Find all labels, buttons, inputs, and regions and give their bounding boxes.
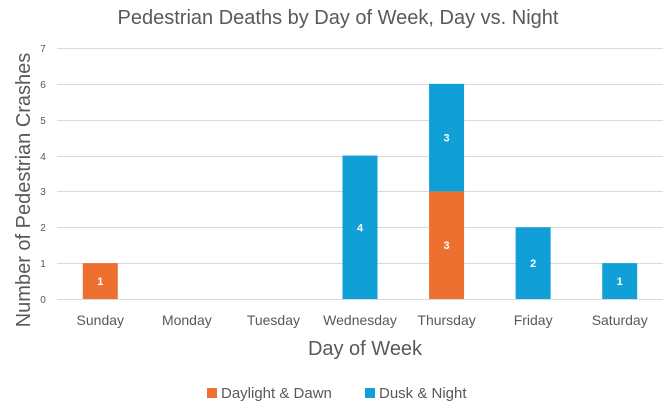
bar-saturday-dusk-night	[602, 263, 638, 299]
data-label-wednesday-1: 4	[357, 222, 364, 234]
legend-swatch	[207, 388, 217, 398]
data-labels: 1 4 3 3 2 1	[97, 133, 623, 288]
bar-sunday-daylight-dawn	[82, 263, 118, 299]
bars	[82, 83, 638, 299]
x-tick-monday: Monday	[162, 312, 212, 328]
y-tick-0: 0	[40, 295, 46, 306]
y-axis-title: Number of Pedestrian Crashes	[13, 53, 35, 328]
x-tick-friday: Friday	[514, 312, 553, 328]
legend-swatch	[365, 388, 375, 398]
y-tick-labels: 0 1 2 3 4 5 6 7	[40, 44, 46, 306]
bar-friday-dusk-night	[515, 227, 551, 299]
legend-item-daylight-dawn: Daylight & Dawn	[207, 385, 332, 402]
x-tick-saturday: Saturday	[592, 312, 648, 328]
data-label-saturday-1: 1	[617, 276, 623, 288]
data-label-thursday-1: 3	[444, 133, 450, 145]
data-label-friday-1: 2	[530, 258, 536, 270]
y-tick-5: 5	[40, 116, 46, 127]
x-tick-sunday: Sunday	[77, 312, 124, 328]
x-tick-thursday: Thursday	[417, 312, 475, 328]
x-tick-labels: Sunday Monday Tuesday Wednesday Thursday Frid…	[77, 312, 648, 328]
x-axis-title: Day of Week	[308, 338, 423, 360]
y-tick-7: 7	[40, 44, 46, 55]
bar-thursday-dusk-night	[429, 83, 465, 192]
legend-label: Dusk & Night	[379, 385, 467, 402]
y-tick-3: 3	[40, 187, 46, 198]
data-label-thursday-0: 3	[444, 240, 450, 252]
data-label-sunday-0: 1	[97, 276, 103, 288]
y-tick-2: 2	[40, 223, 46, 234]
x-tick-wednesday: Wednesday	[323, 312, 397, 328]
y-tick-6: 6	[40, 80, 46, 91]
legend: Daylight & Dawn Dusk & Night	[207, 385, 467, 402]
bar-thursday-daylight-dawn	[429, 191, 465, 299]
bar-wednesday-dusk-night	[342, 155, 378, 299]
y-tick-1: 1	[40, 259, 46, 270]
y-tick-4: 4	[40, 152, 46, 163]
x-tick-tuesday: Tuesday	[247, 312, 300, 328]
chart-title: Pedestrian Deaths by Day of Week, Day vs…	[118, 7, 559, 29]
legend-label: Daylight & Dawn	[221, 385, 332, 402]
legend-item-dusk-night: Dusk & Night	[365, 385, 467, 402]
